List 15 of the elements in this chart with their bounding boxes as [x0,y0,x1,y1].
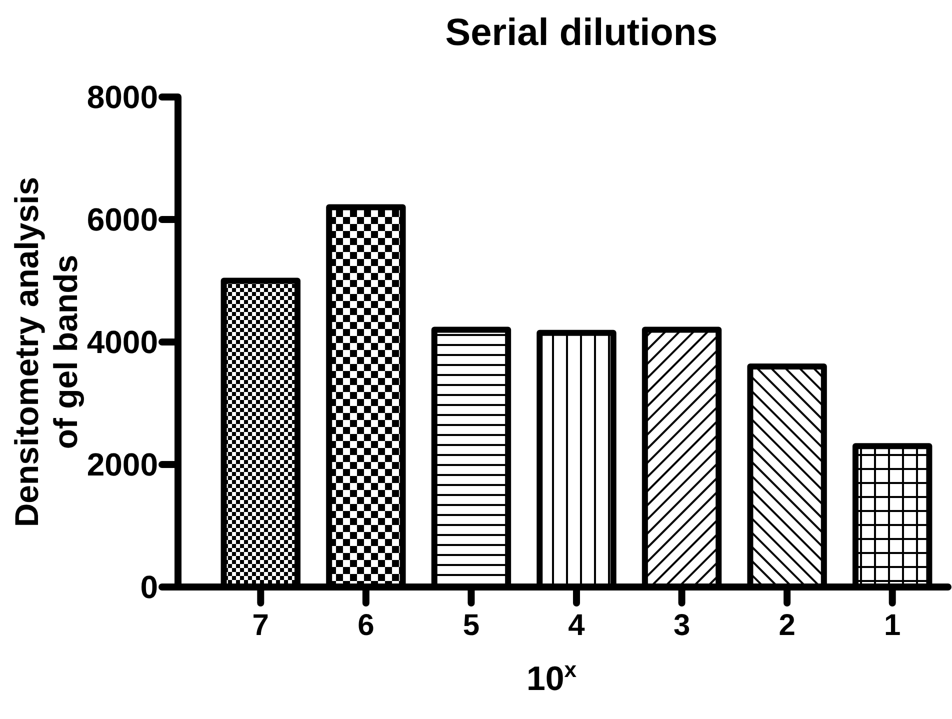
y-tick-label: 8000 [86,79,158,116]
y-tick-label: 0 [140,569,158,606]
x-tick-label: 6 [358,609,374,642]
y-axis-title: Densitometry analysis of gel bands [8,176,84,528]
y-tick-label: 2000 [86,446,158,483]
x-tick-label: 1 [884,609,901,642]
y-tick-label: 4000 [86,324,158,360]
y-tick-label: 6000 [86,202,158,238]
x-tick-label: 2 [778,609,796,642]
x-tick-label: 5 [462,609,480,642]
x-tick-label: 3 [673,609,690,642]
x-axis-title: 10$^{x}$ [526,656,578,698]
x-tick-label: 7 [252,609,269,642]
x-tick-label: 4 [568,609,586,642]
chart-title: Serial dilutions [445,12,718,54]
